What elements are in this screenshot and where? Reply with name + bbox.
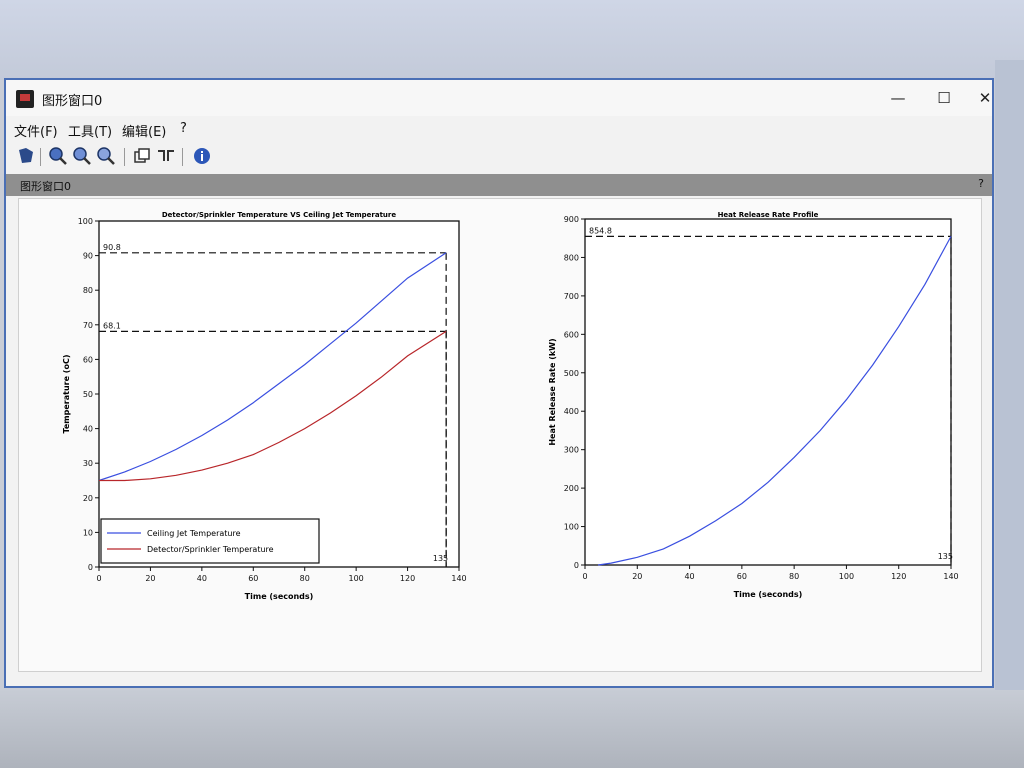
toolbar-separator xyxy=(40,148,41,166)
x-tick-label: 40 xyxy=(197,574,207,583)
chart-title: Heat Release Rate Profile xyxy=(718,211,819,219)
y-tick-label: 70 xyxy=(83,321,93,330)
y-tick-label: 400 xyxy=(564,407,579,416)
menu-edit[interactable]: 编辑(E) xyxy=(122,125,167,140)
x-tick-label: 120 xyxy=(891,572,906,581)
desktop-background-top xyxy=(0,0,1024,80)
panel-help-button[interactable]: ? xyxy=(978,177,984,190)
help-icon[interactable] xyxy=(192,146,212,166)
reference-label: 854.8 xyxy=(589,226,612,235)
y-tick-label: 200 xyxy=(564,484,579,493)
figure-area: Detector/Sprinkler Temperature VS Ceilin… xyxy=(18,198,982,672)
datatip-icon[interactable] xyxy=(156,146,176,166)
reference-label: 90.8 xyxy=(103,243,121,252)
y-tick-label: 10 xyxy=(83,528,93,537)
title-bar: 图形窗口0 — ☐ ✕ xyxy=(6,80,992,116)
close-button[interactable]: ✕ xyxy=(978,89,992,107)
x-tick-label: 0 xyxy=(582,572,587,581)
menu-bar: 文件(F) 工具(T) 编辑(E) ? xyxy=(6,118,992,140)
y-tick-label: 50 xyxy=(83,390,93,399)
x-tick-label: 60 xyxy=(248,574,258,583)
menu-file[interactable]: 文件(F) xyxy=(14,125,58,140)
minimize-button[interactable]: — xyxy=(890,89,906,107)
panel-header: 图形窗口0 ? xyxy=(6,174,992,196)
copy-icon[interactable] xyxy=(132,146,152,166)
heat-release-chart: Heat Release Rate Profile Time (seconds)… xyxy=(548,211,959,599)
y-tick-label: 0 xyxy=(88,563,93,572)
y-axis-label: Heat Release Rate (kW) xyxy=(548,338,557,445)
legend: Ceiling Jet Temperature Detector/Sprinkl… xyxy=(100,518,320,564)
y-tick-label: 20 xyxy=(83,494,93,503)
y-tick-label: 100 xyxy=(564,523,579,532)
menu-help[interactable]: ? xyxy=(180,121,187,136)
x-tick-label: 140 xyxy=(943,572,958,581)
x-axis-label: Time (seconds) xyxy=(734,590,803,599)
temperature-chart: Detector/Sprinkler Temperature VS Ceilin… xyxy=(62,211,467,601)
chart-title: Detector/Sprinkler Temperature VS Ceilin… xyxy=(162,211,396,219)
y-tick-label: 900 xyxy=(564,215,579,224)
y-tick-label: 800 xyxy=(564,253,579,262)
maximize-button[interactable]: ☐ xyxy=(937,89,951,107)
y-tick-label: 500 xyxy=(564,369,579,378)
y-tick-label: 100 xyxy=(78,217,93,226)
x-tick-label: 120 xyxy=(400,574,415,583)
y-tick-label: 90 xyxy=(83,252,93,261)
app-icon xyxy=(16,90,34,108)
rotate-icon[interactable] xyxy=(16,146,36,166)
toolbar-separator xyxy=(124,148,125,166)
series-line xyxy=(98,252,447,482)
y-tick-label: 80 xyxy=(83,286,93,295)
menu-tools[interactable]: 工具(T) xyxy=(68,125,113,140)
y-tick-label: 30 xyxy=(83,459,93,468)
desktop-background-right xyxy=(995,60,1024,768)
figure-window: 图形窗口0 — ☐ ✕ 文件(F) 工具(T) 编辑(E) ? xyxy=(4,78,994,688)
desktop-background-bottom xyxy=(0,690,1024,768)
x-tick-label: 80 xyxy=(300,574,310,583)
legend-entry: Ceiling Jet Temperature xyxy=(147,529,241,538)
plot-frame xyxy=(98,220,460,568)
x-tick-label: 20 xyxy=(632,572,642,581)
window-title: 图形窗口0 xyxy=(42,94,103,109)
x-tick-label: 100 xyxy=(349,574,364,583)
plot-frame xyxy=(584,218,952,566)
x-tick-label: 40 xyxy=(684,572,694,581)
zoom-in-icon[interactable] xyxy=(48,146,68,166)
toolbar xyxy=(6,142,992,170)
reference-label: 68.1 xyxy=(103,321,121,330)
series-line xyxy=(99,330,447,482)
x-tick-label: 140 xyxy=(451,574,466,583)
x-tick-label: 0 xyxy=(96,574,101,583)
y-tick-label: 600 xyxy=(564,330,579,339)
x-tick-label: 80 xyxy=(789,572,799,581)
zoom-reset-icon[interactable] xyxy=(72,146,92,166)
y-tick-label: 40 xyxy=(83,425,93,434)
y-axis-label: Temperature (oC) xyxy=(62,354,71,433)
toolbar-separator xyxy=(182,148,183,166)
x-tick-label: 60 xyxy=(737,572,747,581)
charts-canvas: Detector/Sprinkler Temperature VS Ceilin… xyxy=(62,211,959,601)
panel-title: 图形窗口0 xyxy=(20,180,71,193)
x-tick-label: 100 xyxy=(839,572,854,581)
x-axis-label: Time (seconds) xyxy=(245,592,314,601)
x-marker-label: 135 xyxy=(938,552,953,561)
zoom-out-icon[interactable] xyxy=(96,146,116,166)
y-tick-label: 300 xyxy=(564,446,579,455)
x-tick-label: 20 xyxy=(145,574,155,583)
y-tick-label: 700 xyxy=(564,292,579,301)
y-tick-label: 60 xyxy=(83,355,93,364)
legend-box xyxy=(100,518,320,564)
series-line xyxy=(598,236,952,566)
y-tick-label: 0 xyxy=(574,561,579,570)
x-marker-label: 135 xyxy=(433,554,448,563)
legend-entry: Detector/Sprinkler Temperature xyxy=(147,545,274,554)
